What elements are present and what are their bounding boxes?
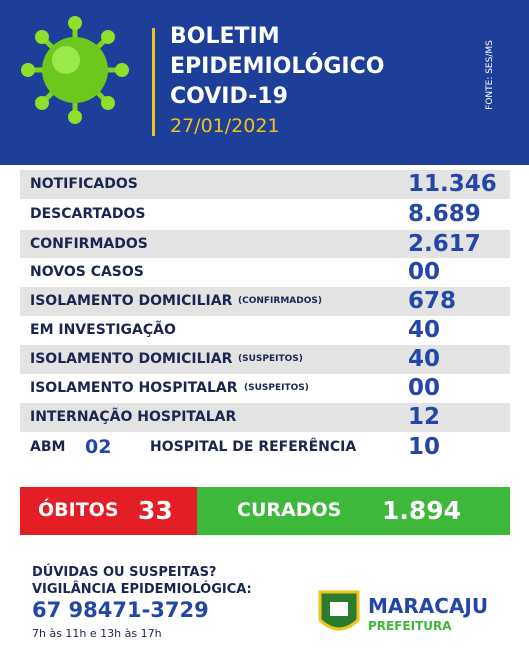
city: MARACAJU bbox=[368, 594, 489, 618]
label: ÓBITOS bbox=[38, 499, 119, 521]
note: (SUSPEITOS) bbox=[238, 354, 303, 364]
label: ISOLAMENTO HOSPITALAR bbox=[30, 380, 238, 396]
label: NOTIFICADOS bbox=[30, 176, 138, 192]
value: 8.689 bbox=[408, 201, 481, 227]
label: EM INVESTIGAÇÃO bbox=[30, 322, 176, 338]
service: VIGILÂNCIA EPIDEMIOLÓGICA: bbox=[32, 582, 252, 597]
header: BOLETIM EPIDEMIOLÓGICO COVID-19 27/01/20… bbox=[0, 0, 529, 165]
city-crest bbox=[318, 590, 360, 631]
label: INTERNAÇÃO HOSPITALAR bbox=[30, 409, 237, 425]
note: (CONFIRMADOS) bbox=[238, 296, 322, 306]
value: 11.346 bbox=[408, 171, 497, 197]
table-row: CONFIRMADOS 2.617 bbox=[20, 230, 510, 259]
date: 27/01/2021 bbox=[170, 115, 280, 137]
deaths-box: ÓBITOS 33 bbox=[20, 487, 197, 535]
hours: 7h às 11h e 13h às 17h bbox=[32, 627, 162, 640]
table-row: EM INVESTIGAÇÃO 40 bbox=[20, 316, 510, 345]
table-row: ISOLAMENTO HOSPITALAR (SUSPEITOS) 00 bbox=[20, 374, 510, 403]
table-row: ISOLAMENTO DOMICILIAR (CONFIRMADOS) 678 bbox=[20, 287, 510, 316]
title: BOLETIM bbox=[170, 24, 280, 49]
label: CURADOS bbox=[237, 499, 342, 521]
table-row: ISOLAMENTO DOMICILIAR (SUSPEITOS) 40 bbox=[20, 345, 510, 374]
note: (SUSPEITOS) bbox=[244, 383, 309, 393]
label: NOVOS CASOS bbox=[30, 264, 144, 280]
cured-box: CURADOS 1.894 bbox=[197, 487, 510, 535]
label: DESCARTADOS bbox=[30, 206, 146, 222]
label: CONFIRMADOS bbox=[30, 236, 148, 252]
title: COVID-19 bbox=[170, 84, 288, 109]
label: ISOLAMENTO DOMICILIAR bbox=[30, 293, 233, 309]
org: PREFEITURA bbox=[368, 619, 452, 633]
title: EPIDEMIOLÓGICO bbox=[170, 54, 385, 79]
label: ISOLAMENTO DOMICILIAR bbox=[30, 351, 233, 367]
value: 12 bbox=[408, 404, 441, 430]
value: 2.617 bbox=[408, 231, 481, 257]
table-row: ABM 02 HOSPITAL DE REFERÊNCIA 10 bbox=[20, 433, 510, 462]
value: 02 bbox=[85, 436, 112, 458]
virus-icon bbox=[21, 16, 129, 124]
value: 10 bbox=[408, 434, 441, 460]
table-row: NOVOS CASOS 00 bbox=[20, 258, 510, 287]
phone: 67 98471-3729 bbox=[32, 598, 209, 622]
table-row: INTERNAÇÃO HOSPITALAR 12 bbox=[20, 403, 510, 432]
value: 00 bbox=[408, 259, 441, 285]
value: 1.894 bbox=[382, 496, 462, 525]
table-row: NOTIFICADOS 11.346 bbox=[20, 170, 510, 199]
value: 678 bbox=[408, 288, 457, 314]
label: ABM bbox=[30, 439, 66, 455]
divider bbox=[152, 28, 155, 136]
value: 00 bbox=[408, 375, 441, 401]
value: 40 bbox=[408, 317, 441, 343]
source: FONTE: SES/MS bbox=[484, 40, 495, 110]
value: 33 bbox=[138, 496, 173, 525]
question: DÚVIDAS OU SUSPEITAS? bbox=[32, 565, 217, 580]
value: 40 bbox=[408, 346, 441, 372]
table-row: DESCARTADOS 8.689 bbox=[20, 200, 510, 229]
label: HOSPITAL DE REFERÊNCIA bbox=[150, 439, 357, 455]
